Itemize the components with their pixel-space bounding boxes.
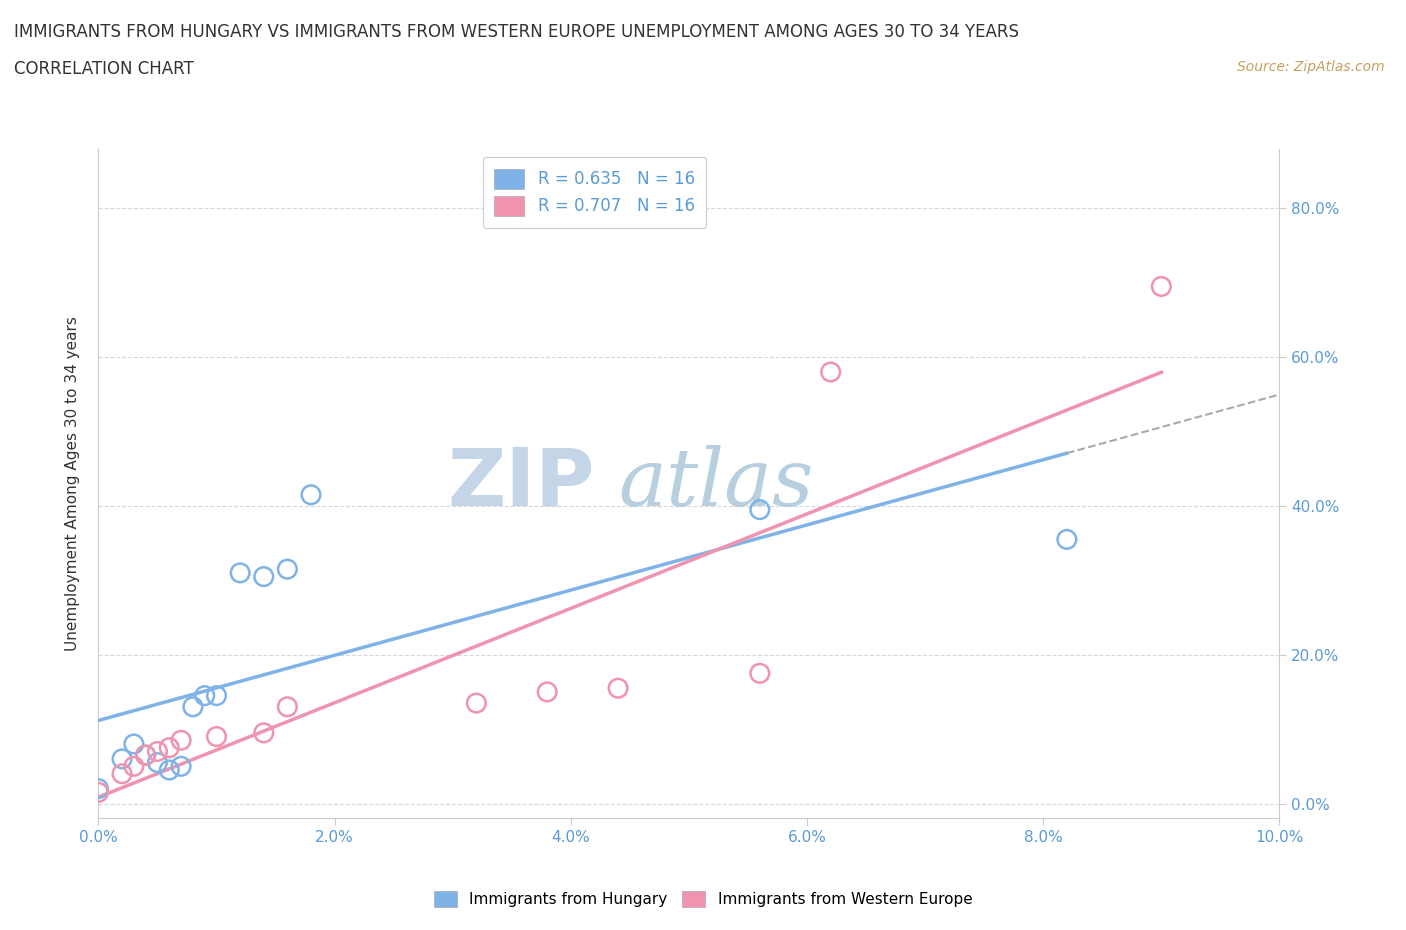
Point (111, 766, 134, 781)
Point (465, 696, 488, 711)
Point (146, 744, 169, 759)
Point (276, 562, 298, 577)
Point (87, 785, 110, 800)
Point (122, 759, 145, 774)
Point (122, 737, 145, 751)
Point (229, 565, 252, 580)
Point (1056, 532, 1078, 547)
Point (181, 699, 204, 714)
Point (276, 699, 298, 714)
Legend: Immigrants from Hungary, Immigrants from Western Europe: Immigrants from Hungary, Immigrants from… (427, 884, 979, 913)
Point (1150, 279, 1173, 294)
Point (87, 781, 110, 796)
Text: CORRELATION CHART: CORRELATION CHART (14, 60, 194, 78)
Point (253, 569, 276, 584)
Text: atlas: atlas (619, 445, 814, 523)
Point (253, 725, 276, 740)
Point (748, 666, 770, 681)
Point (205, 729, 228, 744)
Point (194, 688, 217, 703)
Point (205, 688, 228, 703)
Y-axis label: Unemployment Among Ages 30 to 34 years: Unemployment Among Ages 30 to 34 years (65, 316, 80, 651)
Point (170, 759, 193, 774)
Text: IMMIGRANTS FROM HUNGARY VS IMMIGRANTS FROM WESTERN EUROPE UNEMPLOYMENT AMONG AGE: IMMIGRANTS FROM HUNGARY VS IMMIGRANTS FR… (14, 23, 1019, 41)
Point (536, 684, 558, 699)
Text: ZIP: ZIP (447, 445, 595, 523)
Point (135, 748, 157, 763)
Point (607, 681, 630, 696)
Point (299, 487, 322, 502)
Point (748, 502, 770, 517)
Text: Source: ZipAtlas.com: Source: ZipAtlas.com (1237, 60, 1385, 74)
Point (111, 751, 134, 766)
Point (170, 733, 193, 748)
Point (820, 365, 842, 379)
Point (157, 763, 180, 777)
Point (135, 748, 157, 763)
Point (157, 740, 180, 755)
Legend: R = 0.635   N = 16, R = 0.707   N = 16: R = 0.635 N = 16, R = 0.707 N = 16 (482, 157, 706, 228)
Point (146, 755, 169, 770)
